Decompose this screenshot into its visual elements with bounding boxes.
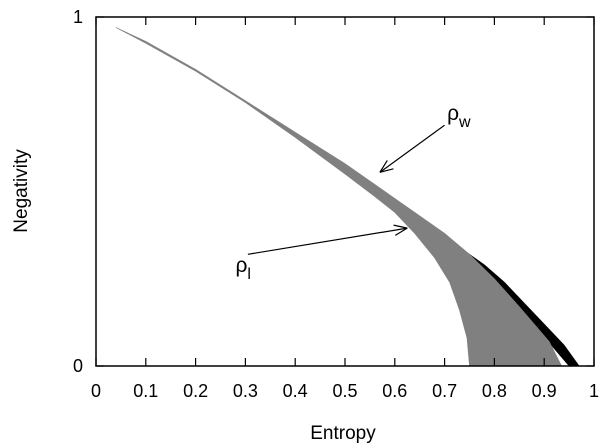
- annotation-symbol: ρ: [235, 254, 247, 277]
- annotation-subscript: l: [247, 266, 251, 283]
- x-tick-label: 0.3: [233, 381, 258, 401]
- x-tick-label: 0.1: [133, 381, 158, 401]
- arrow-head: [394, 227, 408, 236]
- annotation-label-l: ρl: [235, 254, 251, 283]
- arrow-head: [379, 160, 388, 173]
- y-tick-labels: 01: [73, 7, 83, 376]
- y-tick-label: 0: [73, 356, 83, 376]
- plot-regions: [115, 27, 580, 367]
- axis-ticks: [95, 16, 595, 367]
- x-tick-label: 0.2: [183, 381, 208, 401]
- arrow-shaft: [247, 227, 408, 255]
- x-tick-label: 0.5: [332, 381, 357, 401]
- annotation-subscript: w: [458, 114, 471, 131]
- x-tick-label: 0: [91, 381, 101, 401]
- x-tick-label: 0.7: [432, 381, 457, 401]
- arrow-shaft: [379, 124, 445, 173]
- y-axis-label: Negativity: [11, 149, 32, 233]
- x-tick-label: 0.8: [482, 381, 507, 401]
- arrow-head: [393, 224, 408, 229]
- arrow-w: [379, 124, 445, 173]
- x-tick-label: 0.6: [382, 381, 407, 401]
- y-tick-label: 1: [73, 7, 83, 27]
- arrow-l: [247, 224, 408, 255]
- x-tick-label: 1: [589, 381, 599, 401]
- x-tick-label: 0.4: [283, 381, 308, 401]
- annotation-label-w: ρw: [447, 102, 471, 131]
- arrow-head: [379, 168, 394, 173]
- x-tick-labels: 0 0.1 0.2 0.3 0.4 0.5 0.6 0.7 0.8 0.9 1: [91, 381, 599, 401]
- annotation-arrows: [247, 124, 445, 255]
- annotation-symbol: ρ: [447, 102, 459, 125]
- x-axis-label: Entropy: [310, 423, 376, 444]
- x-tick-label: 0.9: [532, 381, 557, 401]
- region-light: [115, 27, 563, 367]
